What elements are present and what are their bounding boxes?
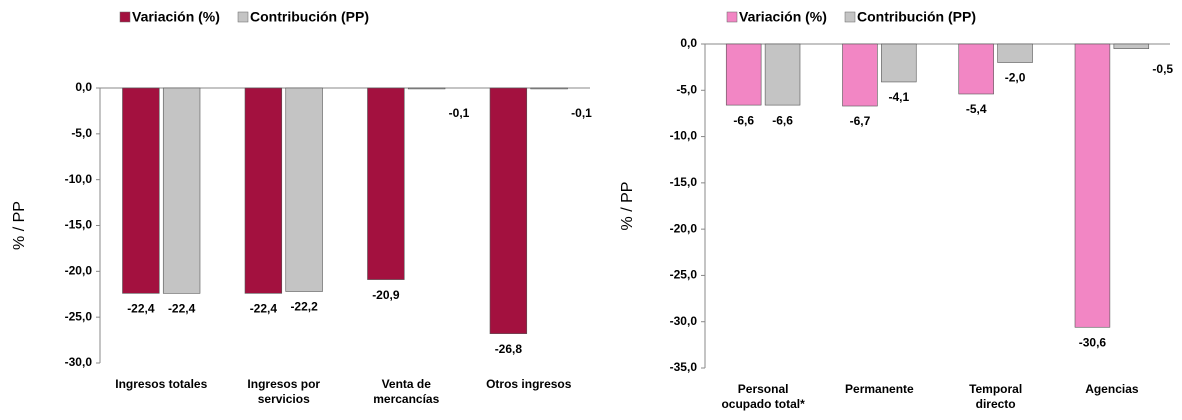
bar (764, 43, 801, 106)
bar (407, 87, 446, 90)
bar (489, 87, 528, 334)
bar (997, 43, 1033, 63)
x-tick-label: Agencias (1085, 382, 1139, 396)
y-tick-label: -25,0 (670, 268, 698, 282)
y-tick-label: -5,0 (676, 82, 697, 96)
x-tick-label: Ingresos totales (115, 377, 207, 391)
y-tick-label: -35,0 (670, 360, 698, 374)
value-label: -22,4 (168, 302, 196, 316)
legend-label: Variación (%) (132, 9, 220, 25)
value-label: -2,0 (1005, 71, 1026, 85)
legend-swatch (726, 11, 738, 23)
bar (881, 43, 917, 83)
value-label: -0,5 (1152, 62, 1173, 76)
bar (244, 87, 283, 294)
y-tick-label: -20,0 (65, 264, 93, 278)
value-label: -6,6 (733, 113, 754, 127)
legend-label: Contribución (PP) (857, 9, 976, 25)
x-tick-label: Venta de mercancías (373, 377, 439, 406)
bar (725, 43, 762, 106)
legend-swatch (119, 11, 131, 23)
y-tick-label: -25,0 (65, 309, 93, 323)
x-tick-label: Otros ingresos (486, 377, 572, 391)
bar (122, 87, 160, 294)
value-label: -26,8 (495, 342, 523, 356)
value-label: -22,2 (290, 300, 318, 314)
value-label: -20,9 (372, 288, 400, 302)
bar (530, 87, 568, 90)
y-tick-label: -30,0 (670, 314, 698, 328)
y-axis-label: % / PP (11, 201, 28, 250)
y-tick-label: -10,0 (65, 172, 93, 186)
y-axis-label: % / PP (619, 182, 636, 231)
y-tick-label: 0,0 (680, 36, 697, 50)
bar (958, 43, 994, 95)
bar (1113, 43, 1150, 49)
bar (842, 43, 878, 107)
bar (162, 87, 201, 294)
x-tick-label: Ingresos por servicios (247, 377, 320, 406)
value-label: -0,1 (449, 106, 470, 120)
x-tick-label: Personal ocupado total* (721, 382, 805, 411)
y-tick-label: -30,0 (65, 355, 93, 369)
bar (285, 87, 323, 292)
value-label: -22,4 (250, 302, 278, 316)
legend-label: Variación (%) (739, 9, 827, 25)
y-tick-label: -15,0 (65, 218, 93, 232)
y-tick-label: -15,0 (670, 175, 698, 189)
legend-label: Contribución (PP) (250, 9, 369, 25)
value-label: -0,1 (571, 106, 592, 120)
value-label: -5,4 (966, 102, 987, 116)
value-label: -4,1 (888, 90, 909, 104)
value-label: -6,7 (850, 114, 871, 128)
bar (1074, 43, 1111, 328)
y-tick-label: 0,0 (75, 80, 92, 94)
legend-swatch (844, 11, 856, 23)
value-label: -6,6 (772, 113, 793, 127)
y-tick-label: -20,0 (670, 221, 698, 235)
x-tick-label: Permanente (845, 382, 914, 396)
bar (367, 87, 405, 280)
x-tick-label: Temporal directo (969, 382, 1022, 411)
y-tick-label: -5,0 (71, 126, 92, 140)
y-tick-label: -10,0 (670, 129, 698, 143)
value-label: -30,6 (1079, 335, 1107, 349)
legend-swatch (237, 11, 249, 23)
value-label: -22,4 (127, 302, 155, 316)
